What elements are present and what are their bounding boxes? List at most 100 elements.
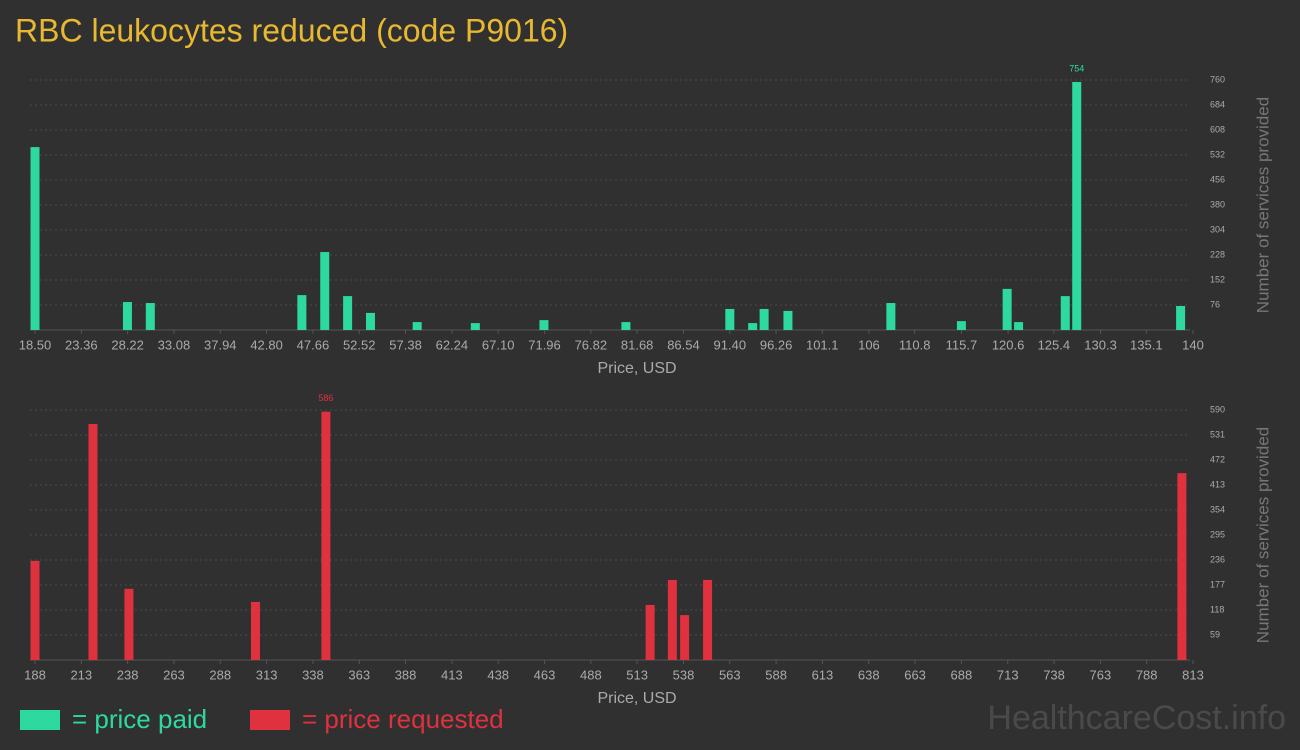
x-tick-label: 28.22 (111, 337, 144, 352)
bar (297, 295, 307, 330)
bar (956, 321, 966, 330)
x-tick-label: 23.36 (65, 337, 98, 352)
x-tick-label: 388 (395, 667, 417, 682)
bar (321, 411, 331, 660)
x-tick-label: 130.3 (1084, 337, 1117, 352)
y-tick-label: 295 (1210, 529, 1225, 539)
x-tick-label: 91.40 (714, 337, 747, 352)
bar (759, 308, 769, 330)
x-tick-label: 613 (812, 667, 834, 682)
y-tick-label: 532 (1210, 149, 1225, 159)
y-tick-label: 118 (1210, 604, 1224, 614)
y-tick-label: 531 (1210, 429, 1225, 439)
x-tick-label: 125.4 (1038, 337, 1071, 352)
x-tick-label: 513 (626, 667, 648, 682)
x-tick-label: 71.96 (528, 337, 561, 352)
x-tick-label: 101.1 (806, 337, 839, 352)
x-tick-label: 438 (487, 667, 509, 682)
x-tick-label: 288 (209, 667, 231, 682)
bar (412, 322, 422, 330)
y-tick-label: 304 (1210, 224, 1225, 234)
bar (250, 601, 260, 660)
bar (539, 320, 549, 330)
y-tick-label: 380 (1210, 199, 1225, 209)
legend-swatch (250, 710, 290, 730)
legend-swatch (20, 710, 60, 730)
y-axis-title: Number of services provided (1253, 427, 1272, 643)
x-tick-label: 713 (997, 667, 1019, 682)
x-tick-label: 33.08 (158, 337, 191, 352)
x-tick-label: 115.7 (946, 337, 978, 352)
y-tick-label: 760 (1210, 74, 1225, 84)
x-tick-label: 638 (858, 667, 880, 682)
x-tick-label: 135.1 (1130, 337, 1163, 352)
bar (1002, 288, 1012, 330)
bar (124, 588, 134, 660)
x-tick-label: 363 (348, 667, 370, 682)
y-tick-label: 152 (1210, 274, 1225, 284)
watermark: HealthcareCost.info (987, 699, 1286, 737)
bar (645, 604, 655, 660)
x-tick-label: 763 (1090, 667, 1112, 682)
y-tick-label: 413 (1210, 479, 1225, 489)
y-tick-label: 177 (1210, 579, 1225, 589)
x-tick-label: 738 (1043, 667, 1065, 682)
x-tick-label: 188 (24, 667, 46, 682)
bar (30, 147, 40, 330)
x-tick-label: 663 (904, 667, 926, 682)
x-tick-label: 563 (719, 667, 741, 682)
y-tick-label: 590 (1210, 404, 1225, 414)
bar (1060, 296, 1070, 330)
x-tick-label: 488 (580, 667, 602, 682)
value-label: 586 (318, 393, 333, 403)
x-axis-title: Price, USD (597, 690, 676, 707)
bar (783, 310, 793, 330)
x-tick-label: 788 (1136, 667, 1158, 682)
bar (680, 615, 690, 660)
legend-label: = price paid (72, 704, 207, 734)
bar (1176, 305, 1186, 330)
y-tick-label: 228 (1210, 249, 1225, 259)
x-tick-label: 76.82 (575, 337, 608, 352)
x-tick-label: 463 (534, 667, 556, 682)
x-tick-label: 413 (441, 667, 463, 682)
x-tick-label: 313 (256, 667, 278, 682)
bar (725, 308, 735, 330)
bar (1072, 81, 1082, 330)
x-tick-label: 538 (673, 667, 695, 682)
bar (1177, 473, 1187, 660)
x-tick-label: 688 (951, 667, 973, 682)
x-tick-label: 338 (302, 667, 324, 682)
x-tick-label: 588 (765, 667, 787, 682)
x-tick-label: 96.26 (760, 337, 793, 352)
bar (343, 296, 353, 330)
bar (1014, 322, 1024, 330)
x-tick-label: 57.38 (389, 337, 422, 352)
x-tick-label: 813 (1182, 667, 1204, 682)
x-axis-title: Price, USD (597, 360, 676, 377)
y-tick-label: 236 (1210, 554, 1225, 564)
y-tick-label: 608 (1210, 124, 1225, 134)
bar (145, 303, 155, 330)
y-tick-label: 472 (1210, 454, 1225, 464)
bar (748, 323, 758, 330)
x-tick-label: 238 (117, 667, 139, 682)
x-tick-label: 81.68 (621, 337, 654, 352)
x-tick-label: 120.6 (992, 337, 1025, 352)
y-tick-label: 456 (1210, 174, 1225, 184)
value-label: 754 (1069, 63, 1084, 73)
x-tick-label: 67.10 (482, 337, 515, 352)
legend-label: = price requested (302, 704, 504, 734)
x-tick-label: 47.66 (297, 337, 330, 352)
bar (365, 312, 375, 330)
bar (320, 252, 330, 330)
y-tick-label: 59 (1210, 629, 1220, 639)
x-tick-label: 52.52 (343, 337, 376, 352)
x-tick-label: 213 (70, 667, 92, 682)
x-tick-label: 110.8 (899, 337, 931, 352)
x-tick-label: 62.24 (436, 337, 469, 352)
x-tick-label: 263 (163, 667, 185, 682)
x-tick-label: 106 (858, 337, 880, 352)
